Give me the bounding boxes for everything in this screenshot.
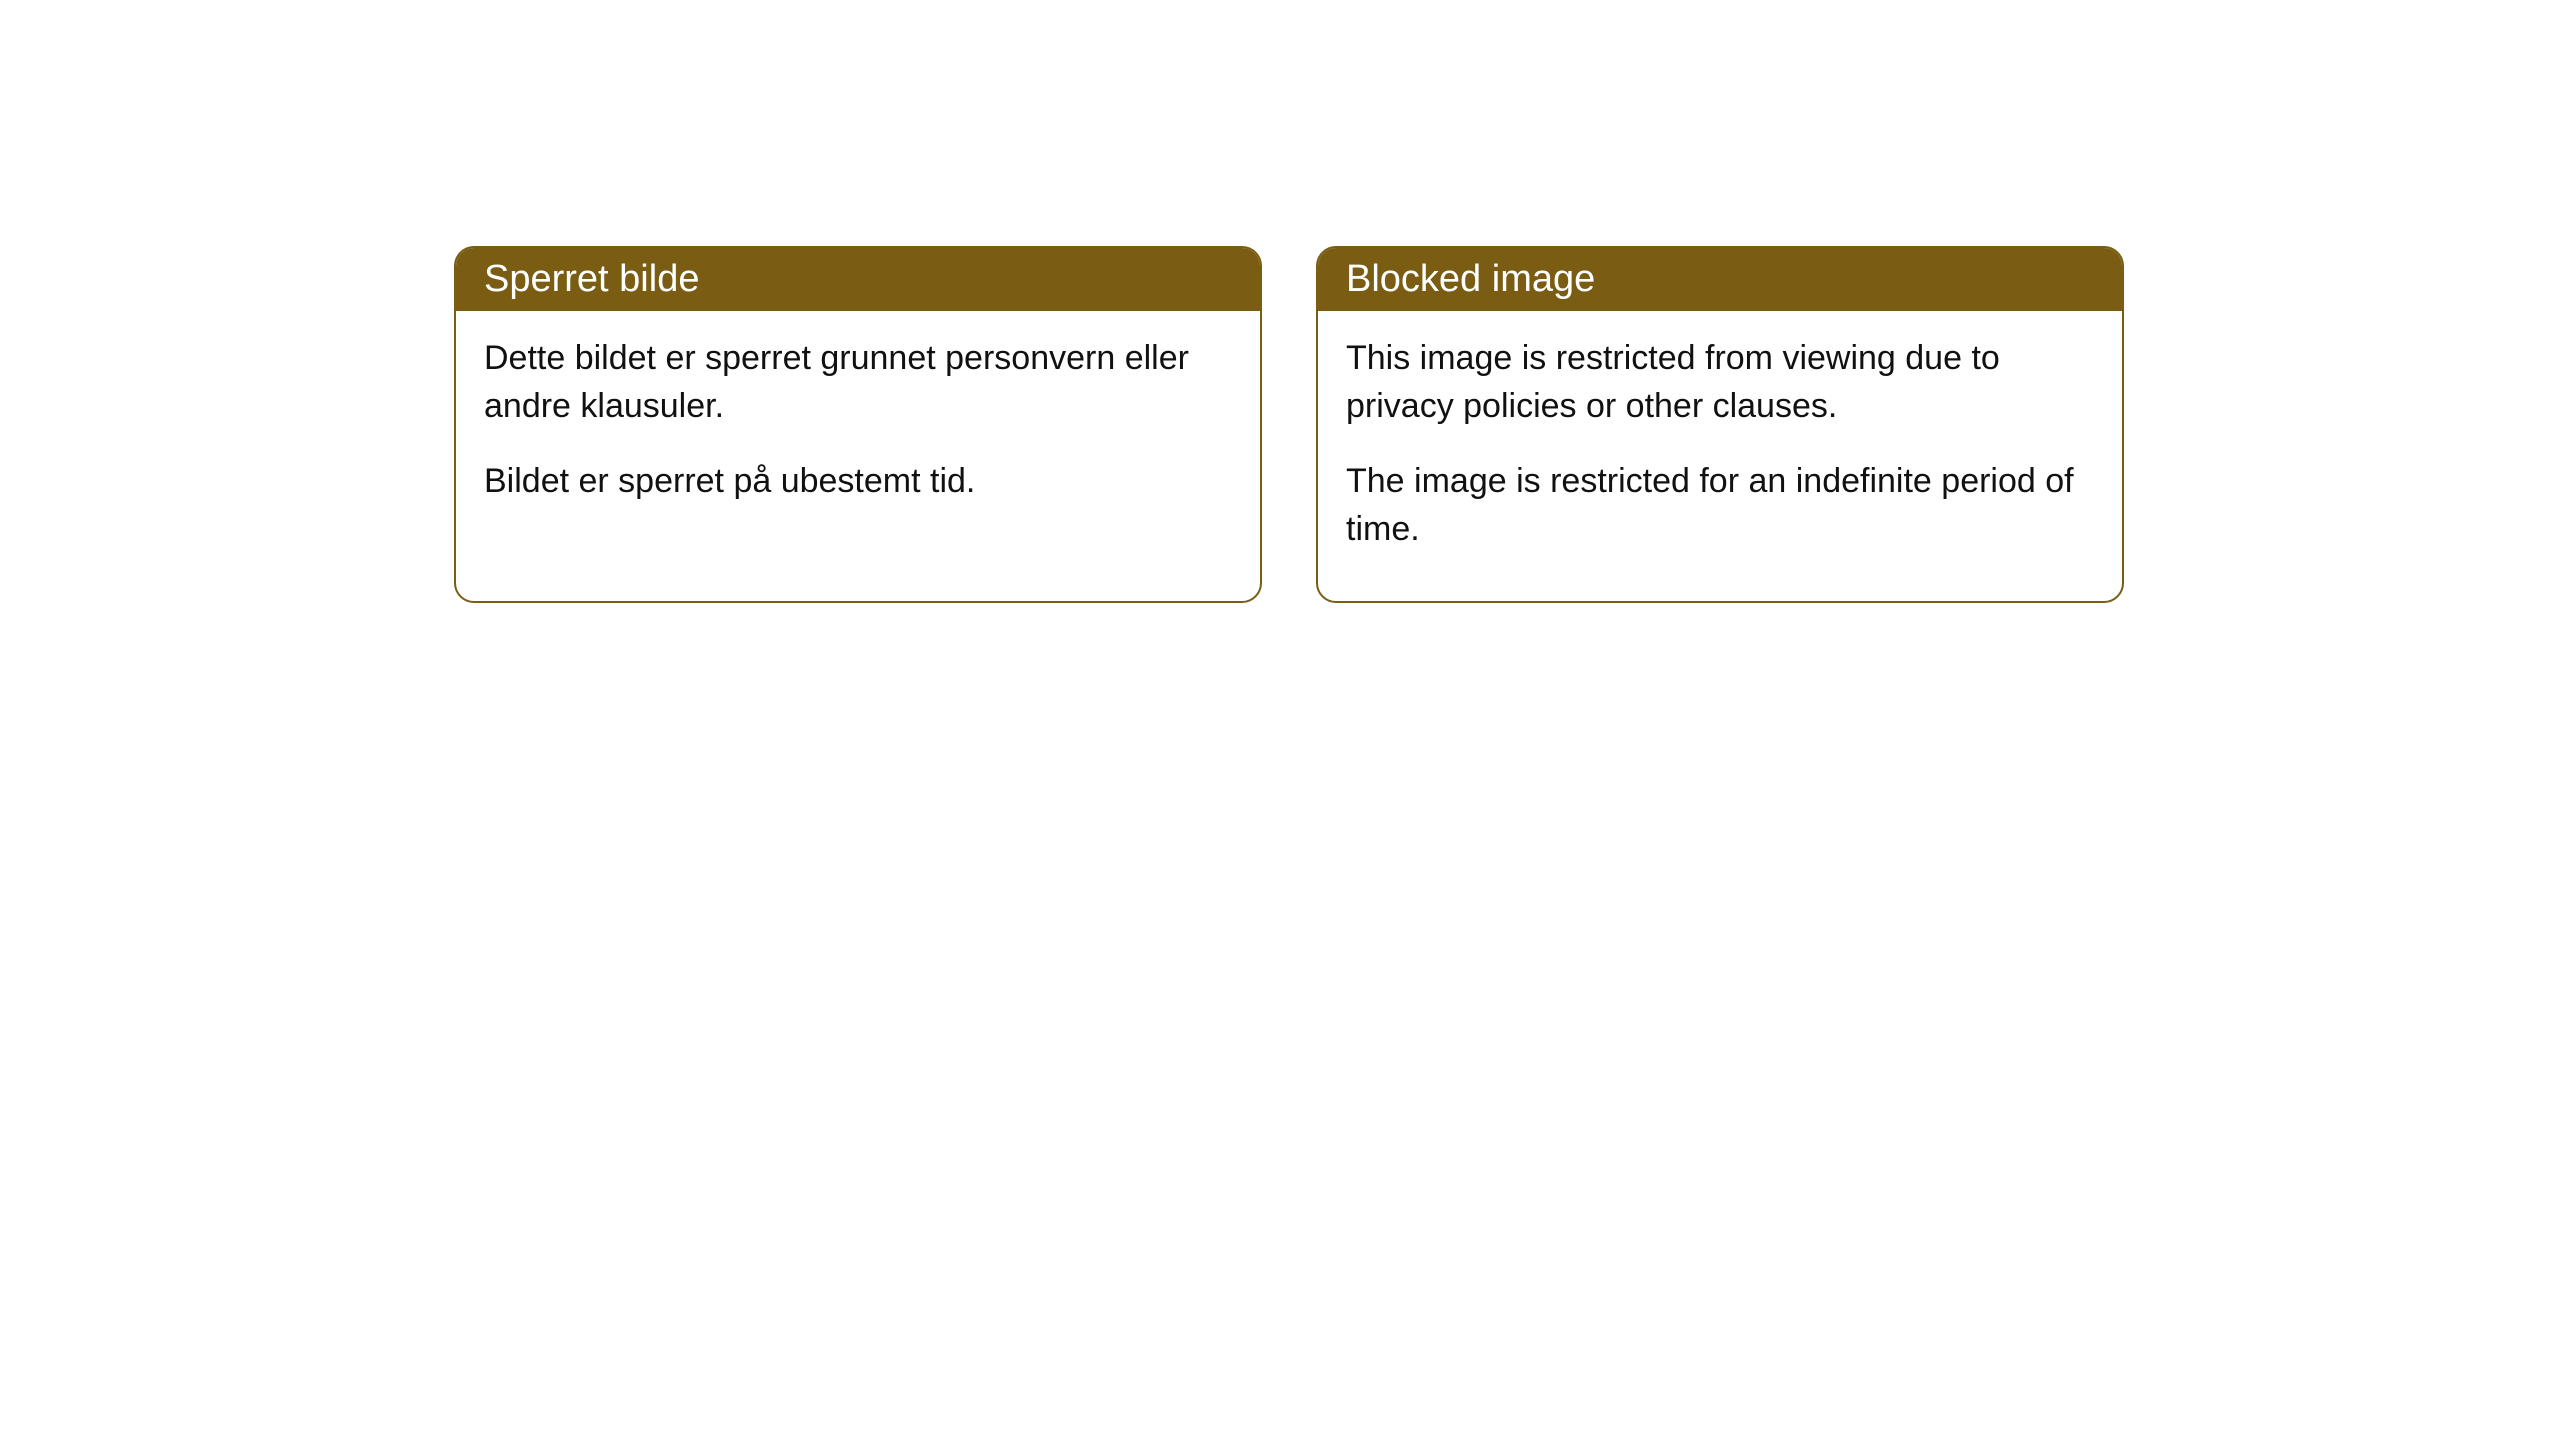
card-title: Sperret bilde: [456, 248, 1260, 311]
notice-card-english: Blocked image This image is restricted f…: [1316, 246, 2124, 603]
card-paragraph: This image is restricted from viewing du…: [1346, 335, 2094, 430]
card-paragraph: Bildet er sperret på ubestemt tid.: [484, 458, 1232, 506]
card-paragraph: The image is restricted for an indefinit…: [1346, 458, 2094, 553]
card-title: Blocked image: [1318, 248, 2122, 311]
card-body: Dette bildet er sperret grunnet personve…: [456, 311, 1260, 554]
card-body: This image is restricted from viewing du…: [1318, 311, 2122, 601]
card-paragraph: Dette bildet er sperret grunnet personve…: [484, 335, 1232, 430]
notice-cards-container: Sperret bilde Dette bildet er sperret gr…: [454, 246, 2124, 603]
notice-card-norwegian: Sperret bilde Dette bildet er sperret gr…: [454, 246, 1262, 603]
